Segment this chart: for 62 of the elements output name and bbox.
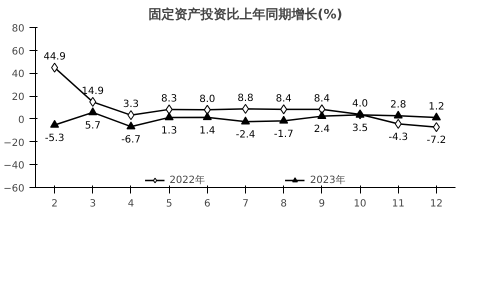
y-tick-label: −60 [3,184,25,194]
point [51,62,58,73]
y-tick-label: −20 [3,138,25,149]
data-label: 1.3 [161,125,178,136]
data-label: 8.4 [314,93,330,104]
y-tick-label: 60 [12,46,25,58]
data-label: -4.3 [388,132,408,143]
data-label: 8.8 [238,92,254,104]
data-label: -6.7 [121,134,141,146]
data-label: 3.5 [352,122,368,134]
point [317,111,326,119]
point [432,122,440,132]
point [202,112,212,120]
point [394,110,403,119]
data-label: 8.4 [276,93,292,104]
x-tick-label: 11 [392,198,405,210]
x-tick-label: 8 [280,198,287,210]
point [50,120,60,128]
data-label: -7.2 [426,135,446,146]
legend-label: 2023年 [310,174,346,187]
point [280,104,288,114]
point [166,104,173,114]
y-tick-label: 0 [18,114,25,126]
point [279,116,288,124]
x-tick-label: 7 [242,198,249,210]
data-label: -2.4 [236,130,256,141]
point [432,112,441,120]
legend-label: 2022年 [170,174,205,187]
data-label: 14.9 [82,86,104,97]
data-label: 1.4 [199,125,216,136]
y-tick-label: −40 [3,160,25,172]
y-tick-label: 20 [12,92,25,104]
chart-title: 固定资产投资比上年同期增长(%) [148,6,342,22]
point [394,118,402,129]
data-label: 2.4 [314,124,330,136]
data-label: 2.8 [390,100,406,111]
x-tick-label: 6 [204,198,211,210]
x-tick-label: 5 [166,198,172,210]
point [127,110,134,120]
data-label: 8.0 [199,94,216,105]
point [241,116,250,124]
y-tick-label: 40 [12,69,25,80]
data-label: 3.3 [123,99,139,110]
x-tick-label: 2 [51,198,58,210]
x-tick-label: 10 [354,198,366,210]
data-label: 1.2 [428,102,444,113]
data-label: 5.7 [84,120,101,132]
point [204,104,211,115]
point [89,96,96,107]
data-label: 44.9 [43,52,66,63]
x-tick-label: 9 [318,198,326,210]
data-label: -1.7 [274,128,294,140]
x-tick-label: 12 [430,198,443,210]
point [164,112,174,120]
x-tick-label: 4 [128,198,134,210]
x-tick-label: 3 [90,198,96,210]
y-tick-label: 80 [12,24,25,34]
point [126,121,136,130]
data-label: 8.3 [161,93,178,104]
data-label: -5.3 [44,132,64,144]
data-label: 4.0 [352,98,368,110]
point [88,107,98,116]
